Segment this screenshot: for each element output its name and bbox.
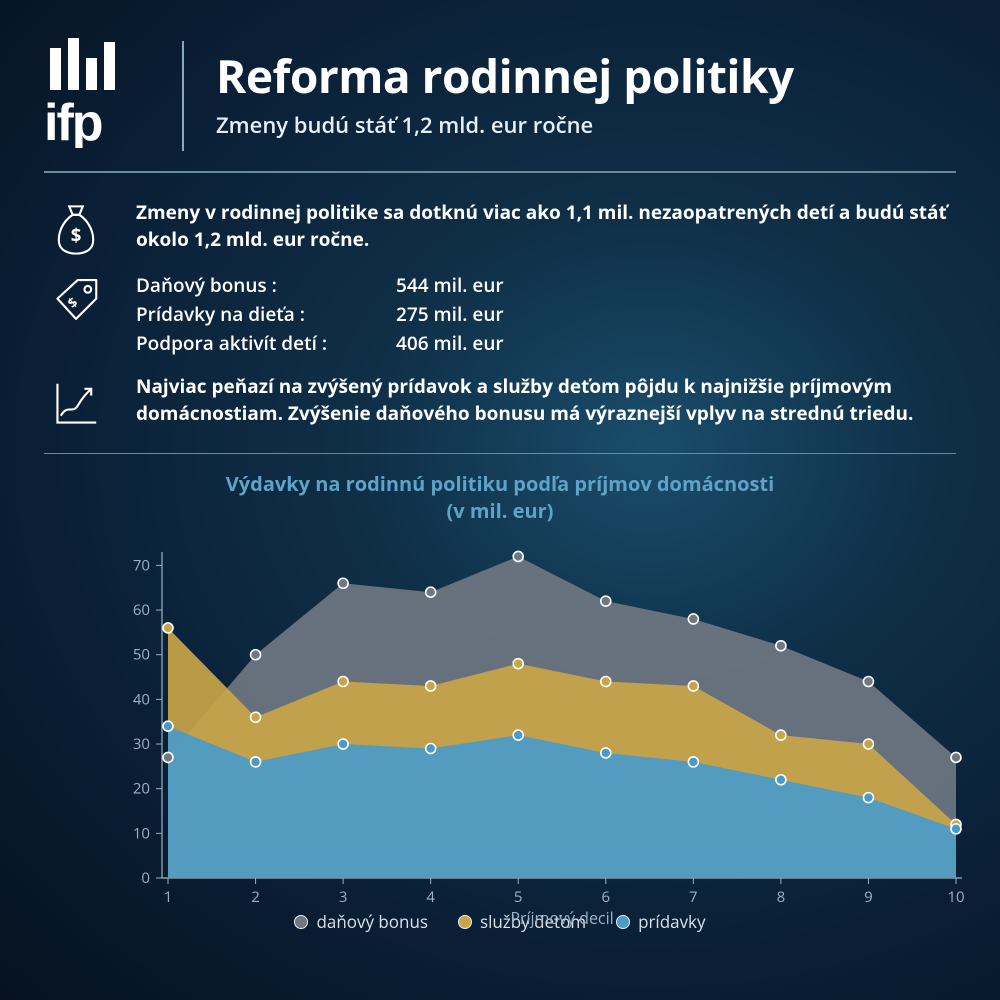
svg-text:2: 2 <box>251 887 260 907</box>
cost-value: 275 mil. eur <box>396 300 504 329</box>
cost-label: Podpora aktivít detí : <box>136 329 396 358</box>
price-tag-icon: $ <box>44 271 108 329</box>
area-chart: 01020304050607012345678910Príjmový decil <box>116 542 916 892</box>
cost-row: Podpora aktivít detí : 406 mil. eur <box>136 329 956 358</box>
logo-ifp: ifp <box>44 38 154 153</box>
svg-text:60: 60 <box>133 600 150 620</box>
svg-text:ifp: ifp <box>44 94 102 148</box>
svg-text:Príjmový decil: Príjmový decil <box>510 907 613 929</box>
summary-text: Zmeny v rodinnej politike sa dotknú viac… <box>136 199 956 254</box>
svg-text:30: 30 <box>133 734 150 754</box>
cost-row: Daňový bonus : 544 mil. eur <box>136 271 956 300</box>
svg-text:70: 70 <box>133 556 150 576</box>
money-bag-icon: $ <box>44 199 108 257</box>
svg-text:5: 5 <box>514 887 523 907</box>
svg-text:10: 10 <box>947 887 964 907</box>
growth-chart-icon <box>44 373 108 431</box>
cost-label: Daňový bonus : <box>136 271 396 300</box>
svg-text:40: 40 <box>133 690 150 710</box>
svg-text:9: 9 <box>864 887 873 907</box>
chart-title-line1: Výdavky na rodinnú politiku podľa príjmo… <box>226 470 774 497</box>
svg-text:1: 1 <box>164 887 173 907</box>
divider <box>44 453 956 455</box>
cost-value: 544 mil. eur <box>396 271 504 300</box>
header-divider <box>182 41 184 151</box>
page-subtitle: Zmeny budú stáť 1,2 mld. eur ročne <box>216 110 956 140</box>
svg-text:0: 0 <box>141 868 150 888</box>
svg-text:7: 7 <box>689 887 698 907</box>
chart-title: Výdavky na rodinnú politiku podľa príjmo… <box>44 470 956 524</box>
svg-text:20: 20 <box>133 779 150 799</box>
cost-value: 406 mil. eur <box>396 329 504 358</box>
svg-text:50: 50 <box>133 645 150 665</box>
svg-text:10: 10 <box>133 824 150 844</box>
svg-text:$: $ <box>71 222 82 247</box>
page-title: Reforma rodinnej politiky <box>216 51 956 102</box>
note-text: Najviac peňazí na zvýšený prídavok a slu… <box>136 373 956 428</box>
cost-label: Prídavky na dieťa : <box>136 300 396 329</box>
divider <box>44 171 956 173</box>
svg-text:6: 6 <box>601 887 610 907</box>
cost-table: Daňový bonus : 544 mil. eur Prídavky na … <box>136 271 956 359</box>
svg-text:3: 3 <box>339 887 348 907</box>
svg-text:8: 8 <box>777 887 786 907</box>
svg-text:4: 4 <box>426 887 435 907</box>
cost-row: Prídavky na dieťa : 275 mil. eur <box>136 300 956 329</box>
chart-title-line2: (v mil. eur) <box>447 497 554 524</box>
